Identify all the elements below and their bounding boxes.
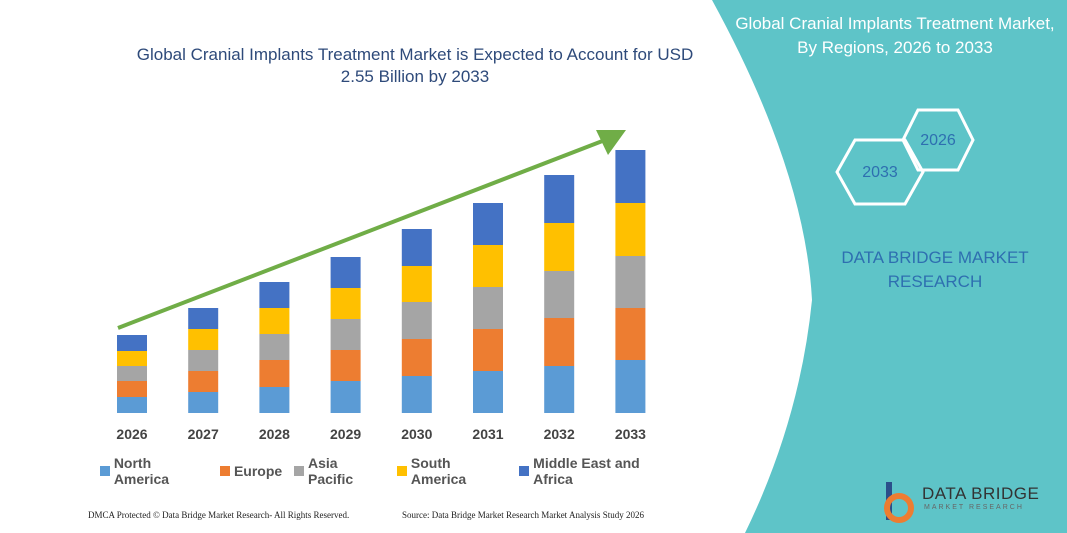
bar-segment: [473, 287, 503, 329]
x-tick-label: 2030: [401, 426, 432, 442]
bar-segment: [544, 271, 575, 318]
legend-label: Middle East and Africa: [533, 455, 640, 487]
bar-segment: [544, 318, 575, 366]
legend-swatch: [294, 466, 304, 476]
panel-title: Global Cranial Implants Treatment Market…: [735, 14, 1055, 57]
x-tick-label: 2028: [259, 426, 290, 442]
x-tick-label: 2032: [544, 426, 575, 442]
hexagon-label: 2033: [862, 164, 898, 181]
bar-segment: [401, 229, 432, 266]
bar-segment: [330, 288, 361, 319]
bar-segment: [259, 308, 290, 334]
legend-swatch: [100, 466, 110, 476]
legend-swatch: [519, 466, 530, 476]
bar-segment: [188, 308, 219, 329]
legend-label: North America: [113, 455, 170, 487]
bar-segment: [117, 335, 147, 351]
bar-segment: [544, 366, 575, 413]
bar-segment: [473, 371, 503, 413]
hexagon-label: 2026: [920, 132, 956, 149]
legend-label: South America: [410, 455, 467, 487]
logo-tagline: MARKET RESEARCH: [924, 504, 1024, 511]
bar-segment: [473, 203, 503, 245]
bar-segment: [615, 360, 646, 413]
bar-segment: [259, 360, 290, 387]
bar-segment: [259, 282, 290, 308]
bar-segment: [401, 376, 432, 413]
bar-segment: [615, 308, 646, 360]
bar-segment: [259, 334, 290, 360]
x-tick-label: 2027: [188, 426, 219, 442]
x-tick-label: 2031: [472, 426, 503, 442]
bar-segment: [330, 350, 361, 381]
x-tick-label: 2029: [330, 426, 361, 442]
brand: DATA BRIDGE MARKET RESEARCH: [841, 248, 1029, 291]
side-panel: [712, 0, 1067, 533]
bar-segment: [615, 256, 646, 308]
bar-segment: [330, 319, 361, 350]
hexagon: [901, 108, 975, 172]
bar-segment: [117, 366, 147, 381]
legend-swatch: [219, 466, 230, 476]
bar-segment: [188, 329, 219, 350]
legend-item: Europe: [219, 455, 283, 487]
bar-segment: [544, 175, 575, 223]
legend-label: Europe: [233, 463, 283, 479]
trend-arrowhead: [596, 130, 626, 155]
bar-segment: [330, 381, 361, 413]
bar-segment: [615, 203, 646, 256]
hexagon: [835, 138, 925, 206]
bar-segment: [544, 223, 575, 271]
bar-segment: [117, 381, 147, 397]
x-tick-label: 2026: [116, 426, 147, 442]
legend: North America Europe Asia Pacific South Ame…: [100, 455, 680, 487]
bar-segment: [473, 329, 503, 371]
footer-right: Source: Data Bridge Market Research Mark…: [402, 510, 644, 520]
bar-segment: [401, 302, 432, 339]
logo-icon: [884, 482, 914, 523]
x-tick-label: 2033: [615, 426, 646, 442]
footer-left: DMCA Protected © Data Bridge Market Rese…: [88, 510, 350, 520]
trend-arrow: [117, 138, 606, 330]
legend-item: North America: [100, 455, 208, 487]
legend-item: Asia Pacific: [294, 455, 385, 487]
legend-label: Asia Pacific: [308, 455, 354, 487]
bar-segment: [117, 351, 147, 366]
bar-segment: [188, 350, 219, 371]
bar-segment: [401, 339, 432, 376]
legend-item: Middle East and Africa: [519, 455, 680, 487]
bar-segment: [401, 266, 432, 302]
bar-segment: [188, 371, 219, 392]
bar-segment: [259, 387, 290, 413]
bar-segment: [473, 245, 503, 287]
legend-item: South America: [397, 455, 507, 487]
chart-title: Global Cranial Implants Treatment Market…: [136, 45, 694, 86]
bar-segment: [117, 397, 147, 413]
bar-segment: [330, 257, 361, 288]
logo-name: DATA BRIDGE: [922, 484, 1040, 503]
bar-segment: [188, 392, 219, 413]
legend-swatch: [397, 466, 407, 476]
bar-segment: [615, 150, 646, 203]
